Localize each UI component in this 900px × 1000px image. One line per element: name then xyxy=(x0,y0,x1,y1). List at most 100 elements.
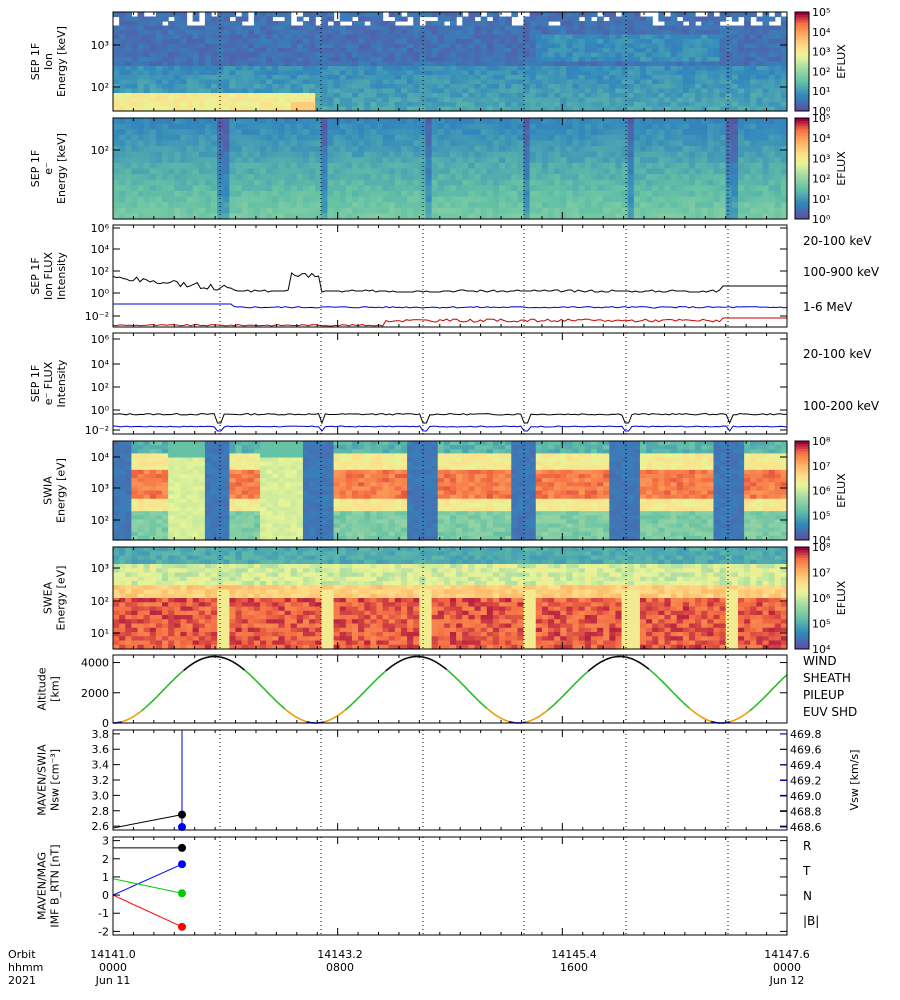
spectrogram-cell xyxy=(646,123,653,130)
spectrogram-cell xyxy=(682,213,690,220)
spectrogram-cell xyxy=(639,75,647,81)
spectrogram-cell xyxy=(492,134,500,142)
spectrogram-cell xyxy=(247,123,255,130)
spectrogram-cell xyxy=(664,57,672,63)
spectrogram-cell xyxy=(780,151,788,158)
spectrogram-cell xyxy=(474,34,482,40)
spectrogram-cell xyxy=(419,134,427,142)
spectrogram-cell xyxy=(119,519,126,525)
spectrogram-cell xyxy=(143,511,151,516)
spectrogram-cell xyxy=(443,185,451,192)
spectrogram-cell xyxy=(603,61,610,67)
spectrogram-cell xyxy=(290,79,298,85)
spectrogram-cell xyxy=(162,52,169,58)
spectrogram-cell xyxy=(155,531,163,537)
spectrogram-cell xyxy=(321,48,329,54)
spectrogram-cell xyxy=(437,61,445,67)
spectrogram-cell xyxy=(695,93,702,99)
spectrogram-cell xyxy=(750,129,757,136)
spectrogram-cell xyxy=(701,70,708,76)
spectrogram-cell xyxy=(119,457,126,463)
spectrogram-cell xyxy=(541,146,549,153)
colorbar-cell xyxy=(795,183,809,187)
spectrogram-cell xyxy=(744,202,751,209)
spectrogram-cell xyxy=(296,179,304,186)
spectrogram-cell xyxy=(499,157,506,164)
spectrogram-cell xyxy=(492,21,500,27)
spectrogram-cell xyxy=(578,43,586,49)
spectrogram-cell xyxy=(437,88,445,94)
spectrogram-cell xyxy=(615,102,623,108)
spectrogram-cell xyxy=(597,66,604,72)
spectrogram-cell xyxy=(113,39,120,45)
spectrogram-cell xyxy=(223,12,231,18)
spectrogram-cell xyxy=(437,185,445,192)
spectrogram-cell xyxy=(119,97,126,103)
spectrogram-cell xyxy=(180,12,188,18)
spectrogram-cell xyxy=(511,174,518,181)
spectrogram-cell xyxy=(535,88,543,94)
spectrogram-cell xyxy=(186,168,194,175)
spectrogram-cell xyxy=(486,207,494,214)
spectrogram-cell xyxy=(566,202,574,209)
spectrogram-cell xyxy=(296,43,304,49)
spectrogram-cell xyxy=(370,207,378,214)
spectrogram-cell xyxy=(707,202,715,209)
spectrogram-cell xyxy=(149,70,157,76)
spectrogram-cell xyxy=(143,490,151,496)
spectrogram-cell xyxy=(535,48,543,54)
spectrogram-cell xyxy=(113,486,120,492)
spectrogram-cell xyxy=(241,66,249,72)
spectrogram-cell xyxy=(676,190,684,198)
spectrogram-cell xyxy=(590,196,598,203)
spectrogram-cell xyxy=(462,179,469,186)
spectrogram-cell xyxy=(302,151,310,158)
spectrogram-cell xyxy=(633,79,641,85)
spectrogram-cell xyxy=(462,79,469,85)
spectrogram-cell xyxy=(566,88,574,94)
spectrogram-cell xyxy=(535,207,543,214)
spectrogram-cell xyxy=(407,39,414,45)
spectrogram-cell xyxy=(131,507,139,512)
spectrogram-cell xyxy=(137,490,145,496)
spectrogram-cell xyxy=(315,48,322,54)
spectrogram-cell xyxy=(327,196,335,203)
spectrogram-cell xyxy=(266,84,273,90)
spectrogram-cell xyxy=(394,61,402,67)
spectrogram-cell xyxy=(646,52,653,58)
spectrogram-cell xyxy=(505,129,512,136)
spectrogram-cell xyxy=(756,88,764,94)
spectrogram-cell xyxy=(302,213,310,220)
spectrogram-cell xyxy=(529,39,537,45)
spectrogram-cell xyxy=(302,12,310,18)
spectrogram-cell xyxy=(143,474,151,479)
spectrogram-cell xyxy=(247,61,255,67)
spectrogram-cell xyxy=(143,88,151,94)
spectrogram-cell xyxy=(296,106,304,112)
spectrogram-cell xyxy=(762,52,770,58)
spectrogram-cell xyxy=(309,70,316,76)
spectrogram-cell xyxy=(198,61,206,67)
spectrogram-cell xyxy=(621,207,629,214)
spectrogram-cell xyxy=(780,39,788,45)
spectrogram-cell xyxy=(492,97,500,103)
spectrogram-cell xyxy=(125,102,132,108)
spectrogram-cell xyxy=(688,207,696,214)
spectrogram-cell xyxy=(351,129,359,136)
spectrogram-cell xyxy=(695,16,702,22)
spectrogram-cell xyxy=(682,25,690,31)
spectrogram-cell xyxy=(211,75,218,81)
spectrogram-cell xyxy=(529,207,537,214)
spectrogram-cell xyxy=(517,57,525,63)
spectrogram-cell xyxy=(119,465,126,471)
spectrogram-cell xyxy=(309,207,316,214)
spectrogram-cell xyxy=(572,12,580,18)
spectrogram-cell xyxy=(431,157,439,164)
flux-20-100-line xyxy=(112,412,788,425)
spectrogram-cell xyxy=(125,21,132,27)
spectrogram-cell xyxy=(223,102,231,108)
spectrogram-cell xyxy=(511,25,518,31)
spectrogram-cell xyxy=(278,123,286,130)
spectrogram-cell xyxy=(658,102,666,108)
spectrogram-cell xyxy=(676,174,684,181)
